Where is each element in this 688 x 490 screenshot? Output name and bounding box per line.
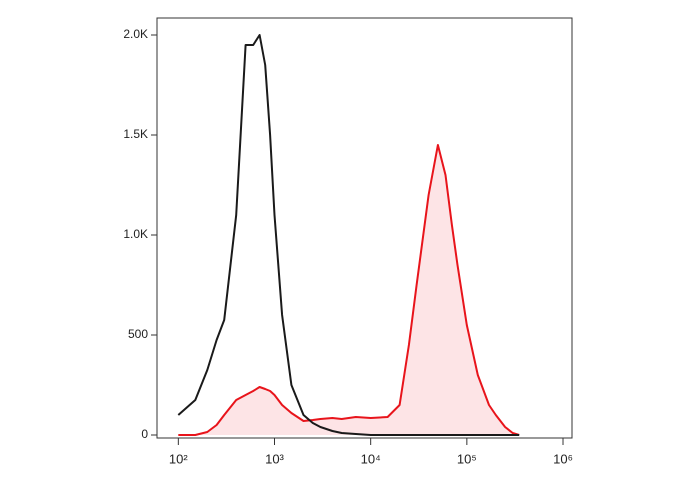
histogram-area [178, 145, 520, 435]
x-tick-label: 10³ [265, 451, 284, 466]
x-tick-label: 10⁴ [361, 451, 381, 466]
histogram-line [178, 144, 520, 436]
y-tick-label: 500 [128, 327, 148, 341]
y-tick-label: 2.0K [123, 27, 148, 41]
y-tick-label: 1.5K [123, 127, 148, 141]
y-tick-label: 1.0K [123, 227, 148, 241]
y-tick-label: 0 [141, 427, 148, 441]
plot-frame [156, 17, 573, 439]
x-tick-label: 10⁶ [553, 451, 573, 466]
x-tick-label: 10⁵ [457, 451, 477, 466]
histogram-line [177, 34, 520, 436]
x-tick-label: 10² [169, 451, 188, 466]
